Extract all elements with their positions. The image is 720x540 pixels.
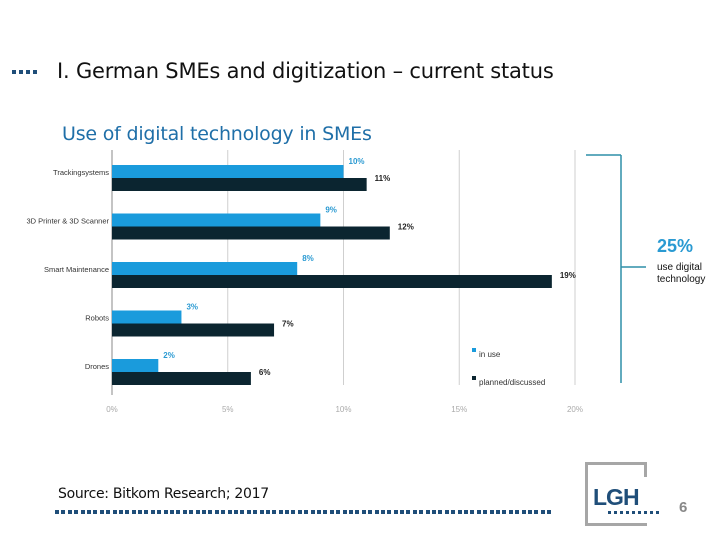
bar-in-use	[112, 262, 298, 275]
bar-in-use	[112, 310, 182, 324]
value-label: 7%	[282, 320, 294, 329]
value-label: 8%	[302, 254, 314, 263]
value-label: 9%	[325, 206, 337, 215]
x-tick-label: 10%	[335, 405, 351, 414]
category-label: Trackingsystems	[53, 168, 109, 177]
bar-planned	[112, 372, 251, 385]
value-label: 10%	[349, 157, 365, 166]
value-label: 6%	[259, 368, 271, 377]
slide-title: I. German SMEs and digitization – curren…	[57, 59, 554, 83]
category-label: 3D Printer & 3D Scanner	[26, 217, 109, 226]
legend-label: in use	[479, 350, 501, 359]
logo-dotted-line	[608, 511, 659, 514]
logo: LGH	[593, 484, 640, 510]
x-tick-label: 5%	[222, 405, 234, 414]
callout-percentage: 25%	[657, 236, 694, 256]
x-tick-label: 0%	[106, 405, 118, 414]
logo-frame	[585, 462, 647, 526]
value-label: 12%	[398, 223, 414, 232]
bar-planned	[112, 226, 390, 240]
source-note: Source: Bitkom Research; 2017	[58, 486, 269, 502]
value-label: 19%	[560, 271, 576, 280]
chart-title: Use of digital technology in SMEs	[62, 123, 372, 145]
bar-in-use	[112, 165, 344, 178]
legend-swatch	[472, 376, 476, 380]
footer-dotted-line	[55, 510, 552, 514]
value-label: 2%	[163, 351, 175, 360]
page-number: 6	[679, 499, 688, 516]
legend-swatch	[472, 348, 476, 352]
category-label: Robots	[85, 314, 109, 323]
value-label: 3%	[186, 303, 198, 312]
callout-text: use digital technology	[657, 262, 706, 285]
x-tick-label: 15%	[451, 405, 467, 414]
x-tick-label: 20%	[567, 405, 583, 414]
value-label: 11%	[375, 174, 391, 183]
title-bullet-dots	[12, 70, 37, 74]
bar-in-use	[112, 213, 321, 227]
bar-planned	[112, 275, 552, 288]
bar-in-use	[112, 359, 159, 372]
category-label: Drones	[85, 362, 109, 371]
bar-planned	[112, 178, 367, 191]
bar-planned	[112, 323, 275, 337]
legend-label: planned/discussed	[479, 378, 545, 387]
category-label: Smart Maintenance	[44, 265, 109, 274]
